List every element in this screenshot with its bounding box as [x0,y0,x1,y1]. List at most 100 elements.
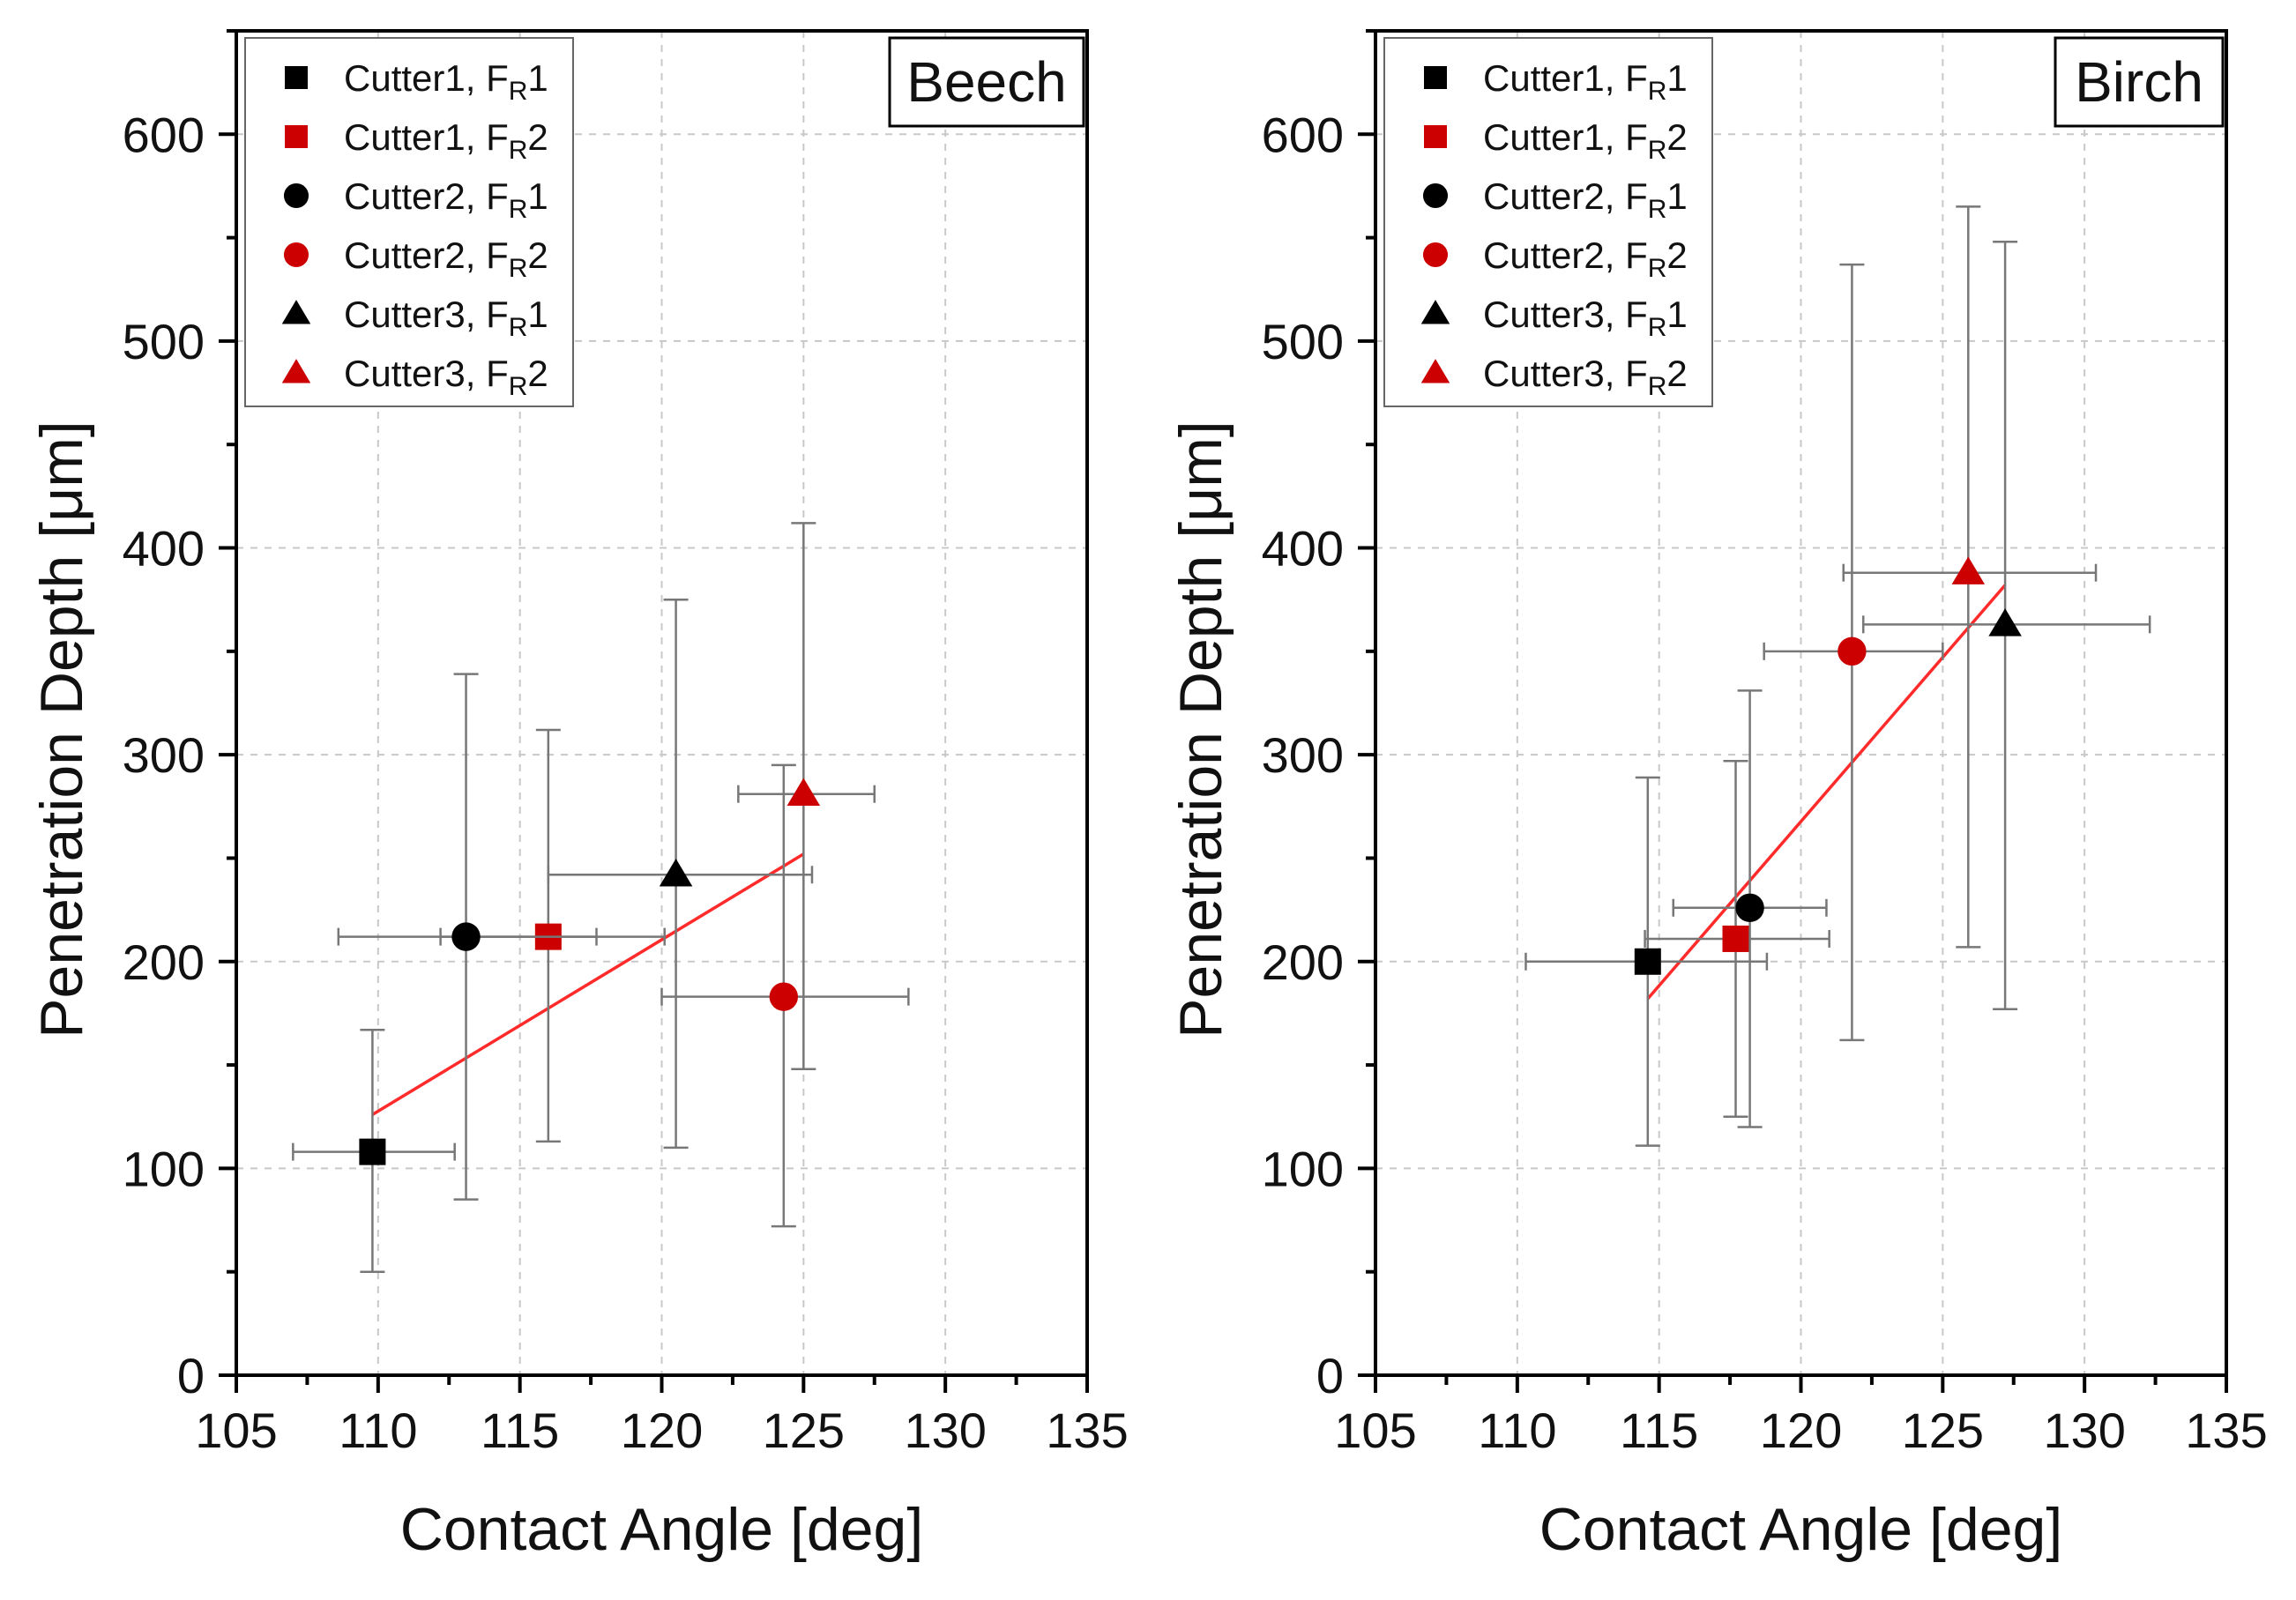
legend-marker [1422,182,1449,209]
legend-marker [285,66,308,89]
legend-marker [281,300,311,324]
y-tick-label: 100 [123,1141,205,1196]
series-cutter2-fr2 [1763,263,1944,1042]
y-tick-label: 600 [123,107,205,162]
legend-marker [1420,300,1450,324]
legend-label: Cutter1, FR2 [1483,116,1688,165]
panel-label-text: Beech [906,50,1066,114]
legend-marker [1424,66,1447,89]
beech-chart-panel: 105 110 115 120 125 130 135 0 100 200 300 400 500 600… [28,29,1129,1563]
legend-entry: Cutter1, FR2 [1424,116,1688,165]
data-point [1838,636,1867,666]
legend-entry: Cutter3, FR2 [281,353,548,401]
data-point [451,922,481,951]
legend-entry: Cutter2, FR1 [283,175,548,224]
birch-chart-panel: 105 110 115 120 125 130 135 0 100 200 300 400 500 600… [1167,29,2268,1563]
y-tick-label: 300 [123,727,205,783]
x-tick-label: 105 [195,1403,277,1458]
x-axis: 105 110 115 120 125 130 135 [1334,1375,2268,1458]
fit-line [1646,584,2007,1001]
legend-label: Cutter1, FR2 [344,116,548,165]
y-tick-label: 400 [123,521,205,577]
legend-marker [281,359,311,383]
x-tick-label: 135 [1046,1403,1128,1458]
legend-entry: Cutter2, FR2 [283,234,548,283]
panel-label-box [888,36,1085,128]
series-cutter3-fr2 [1842,205,2098,949]
legend-entry: Cutter2, FR1 [1422,175,1688,224]
x-axis: 105 110 115 120 125 130 135 [195,1375,1129,1458]
y-axis: 0 100 200 300 400 500 600 [123,29,236,1403]
y-tick-label: 600 [1262,107,1344,162]
legend-label: Cutter3, FR2 [344,353,548,401]
data-point [359,1138,386,1165]
y-tick-label: 300 [1262,727,1344,783]
x-tick-label: 135 [2185,1403,2267,1458]
legend-box [1383,37,1713,407]
data-point [769,982,799,1011]
legend-entry: Cutter2, FR2 [1422,234,1688,283]
series-cutter3-fr2 [737,522,876,1071]
legend-label: Cutter2, FR2 [1483,234,1688,283]
legend-label: Cutter2, FR1 [344,175,548,224]
legend-label: Cutter2, FR1 [1483,175,1688,224]
legend-label: Cutter1, FR1 [344,57,548,106]
data-point [659,858,693,887]
data-point [1735,893,1764,922]
legend-marker [285,125,308,148]
x-tick-label: 130 [2043,1403,2125,1458]
panel-label-box [2054,36,2225,128]
panel-label: Birch [2054,36,2225,128]
x-tick-label: 120 [1760,1403,1842,1458]
legend-marker [1422,242,1449,268]
x-tick-label: 110 [1478,1403,1556,1458]
x-tick-label: 120 [621,1403,703,1458]
legend-entry: Cutter1, FR1 [1424,57,1688,106]
y-tick-label: 200 [1262,934,1344,990]
data-point [1722,925,1749,952]
panel-label-text: Birch [2075,50,2203,114]
series-cutter1-fr2 [1644,759,1830,1118]
legend-label: Cutter3, FR1 [344,294,548,342]
data-point [1951,556,1986,584]
y-tick-label: 0 [1316,1348,1344,1403]
series-cutter2-fr1 [337,673,666,1201]
legend-box [244,37,574,407]
x-axis-title: Contact Angle [deg] [1539,1496,2063,1563]
series-cutter3-fr1 [547,598,814,1150]
legend-marker [1424,125,1447,148]
legend-marker [283,242,309,268]
legend: Cutter1, FR1 Cutter1, FR2 Cutter2, FR1 Cutt… [1383,37,1713,407]
x-tick-label: 115 [1620,1403,1698,1458]
y-tick-label: 500 [123,314,205,369]
legend-entry: Cutter3, FR2 [1420,353,1688,401]
y-tick-label: 400 [1262,521,1344,577]
x-tick-label: 125 [763,1403,845,1458]
series-cutter2-fr2 [660,763,910,1228]
legend-label: Cutter3, FR2 [1483,353,1688,401]
data-point [1988,608,2022,636]
series-cutter1-fr1 [1524,776,1769,1147]
legend-entry: Cutter1, FR1 [285,57,548,106]
legend-marker [1420,359,1450,383]
y-axis-title: Penetration Depth [μm] [28,420,95,1038]
legend-label: Cutter1, FR1 [1483,57,1688,106]
series-cutter1-fr1 [292,1028,456,1273]
x-tick-label: 130 [904,1403,986,1458]
x-tick-label: 115 [481,1403,559,1458]
legend-label: Cutter3, FR1 [1483,294,1688,342]
data-point [1634,948,1661,975]
data-point [786,778,821,806]
y-axis-title: Penetration Depth [μm] [1167,420,1234,1038]
fit-line [371,852,805,1116]
y-tick-label: 500 [1262,314,1344,369]
series-cutter2-fr1 [1672,689,1828,1128]
y-tick-label: 200 [123,934,205,990]
y-tick-label: 100 [1262,1141,1344,1196]
x-tick-label: 105 [1334,1403,1416,1458]
x-axis-title: Contact Angle [deg] [400,1496,924,1563]
y-axis: 0 100 200 300 400 500 600 [1262,29,1375,1403]
legend-entry: Cutter3, FR1 [1420,294,1688,342]
x-tick-label: 110 [339,1403,417,1458]
